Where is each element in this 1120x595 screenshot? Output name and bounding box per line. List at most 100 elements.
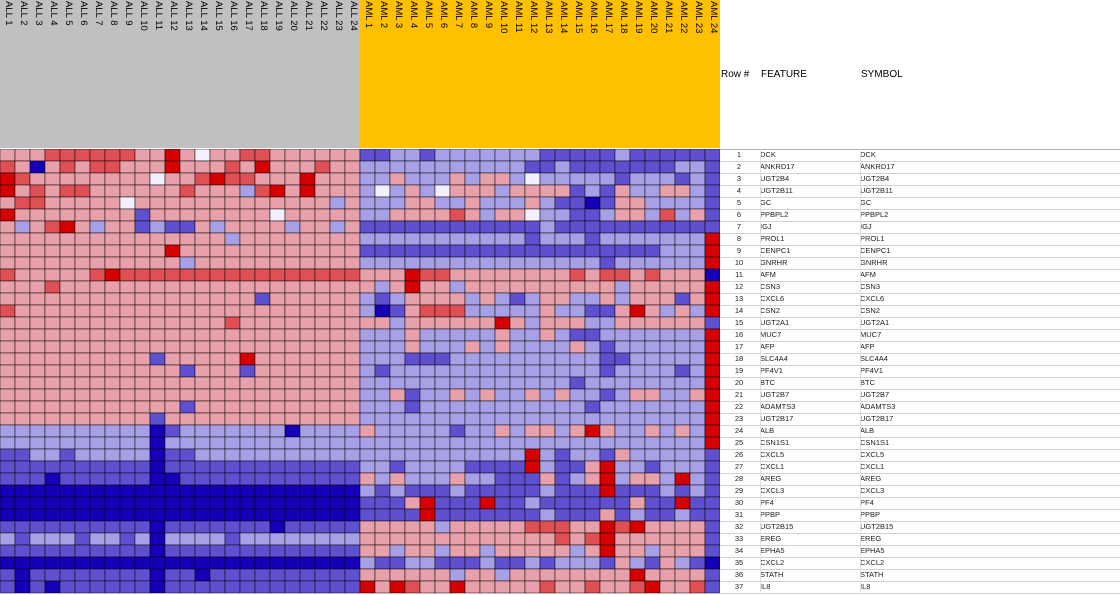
heatmap-cell: [494, 520, 511, 534]
heatmap-cell: [344, 424, 361, 438]
heatmap-cell: [674, 292, 691, 306]
heatmap-cell: [194, 328, 211, 342]
heatmap-cell: [359, 364, 376, 378]
heatmap-cell: [284, 460, 301, 474]
column-label-text: AML 3: [393, 1, 404, 29]
heatmap-cell: [584, 556, 601, 570]
heatmap-cell: [134, 484, 151, 498]
heatmap-cell: [44, 268, 61, 282]
heatmap-cell: [644, 544, 661, 558]
heatmap-cell: [74, 316, 91, 330]
heatmap-cell: [254, 149, 271, 162]
heatmap-cell: [239, 232, 256, 246]
heatmap-cell: [74, 448, 91, 462]
heatmap-cell: [344, 532, 361, 546]
column-label-text: ALL 9: [123, 1, 134, 26]
gene-symbol: ALB: [860, 426, 875, 435]
heatmap-cell: [194, 160, 211, 174]
heatmap-cell: [494, 472, 511, 486]
heatmap-cell: [119, 160, 136, 174]
heatmap-cell: [704, 208, 720, 222]
heatmap-cell: [599, 232, 616, 246]
heatmap: [0, 149, 720, 594]
heatmap-cell: [479, 532, 496, 546]
gene-symbol: AFM: [860, 270, 876, 279]
row-number: 4: [736, 186, 742, 195]
column-label: ALL 19: [270, 1, 285, 61]
heatmap-cell: [704, 568, 720, 582]
heatmap-cell: [74, 412, 91, 426]
heatmap-cell: [344, 364, 361, 378]
heatmap-cell: [419, 460, 436, 474]
heatmap-cell: [704, 400, 720, 414]
heatmap-cell: [14, 508, 31, 522]
heatmap-cell: [599, 328, 616, 342]
heatmap-cell: [59, 472, 76, 486]
column-label-text: ALL 8: [108, 1, 119, 26]
heatmap-cell: [149, 172, 166, 186]
heatmap-cell: [539, 184, 556, 198]
heatmap-cell: [614, 268, 631, 282]
heatmap-cell: [524, 412, 541, 426]
heatmap-cell: [614, 364, 631, 378]
heatmap-cell: [359, 244, 376, 258]
heatmap-cell: [464, 448, 481, 462]
heatmap-cell: [329, 149, 346, 162]
heatmap-cell: [149, 304, 166, 318]
heatmap-cell: [449, 149, 466, 162]
heatmap-cell: [674, 532, 691, 546]
heatmap-cell: [449, 460, 466, 474]
heatmap-cell: [449, 244, 466, 258]
heatmap-cell: [179, 448, 196, 462]
heatmap-cell: [704, 424, 720, 438]
column-label: ALL 7: [90, 1, 105, 61]
heatmap-cell: [479, 160, 496, 174]
heatmap-cell: [149, 364, 166, 378]
feature-name: AREG: [760, 474, 782, 483]
row-number: 3: [736, 174, 742, 183]
heatmap-cell: [524, 292, 541, 306]
heatmap-cell: [269, 184, 286, 198]
heatmap-cell: [89, 400, 106, 414]
heatmap-cell: [674, 304, 691, 318]
heatmap-cell: [164, 472, 181, 486]
heatmap-cell: [509, 508, 526, 522]
heatmap-cell: [449, 352, 466, 366]
gene-symbol: PF4V1: [860, 366, 883, 375]
feature-name: CSN3: [760, 282, 781, 291]
heatmap-cell: [494, 556, 511, 570]
heatmap-cell: [449, 580, 466, 594]
column-label: ALL 15: [210, 1, 225, 61]
heatmap-cell: [0, 184, 16, 198]
heatmap-cell: [299, 376, 316, 390]
heatmap-cell: [524, 484, 541, 498]
heatmap-cell: [194, 256, 211, 270]
heatmap-cell: [539, 376, 556, 390]
heatmap-cell: [629, 172, 646, 186]
heatmap-cell: [524, 544, 541, 558]
row-number-header: Row #: [721, 69, 750, 80]
heatmap-cell: [239, 496, 256, 510]
heatmap-cell: [194, 280, 211, 294]
heatmap-cell: [374, 460, 391, 474]
heatmap-cell: [224, 352, 241, 366]
heatmap-cell: [164, 196, 181, 210]
heatmap-cell: [194, 232, 211, 246]
heatmap-cell: [374, 196, 391, 210]
feature-name: UGT2B4: [760, 174, 790, 183]
heatmap-cell: [479, 244, 496, 258]
heatmap-cell: [179, 436, 196, 450]
heatmap-cell: [509, 268, 526, 282]
heatmap-cell: [404, 280, 421, 294]
heatmap-cell: [179, 508, 196, 522]
heatmap-cell: [44, 448, 61, 462]
heatmap-cell: [209, 484, 226, 498]
heatmap-cell: [644, 220, 661, 234]
heatmap-cell: [179, 196, 196, 210]
heatmap-cell: [314, 424, 331, 438]
heatmap-cell: [374, 424, 391, 438]
heatmap-cell: [164, 256, 181, 270]
heatmap-cell: [74, 544, 91, 558]
heatmap-cell: [539, 388, 556, 402]
heatmap-cell: [14, 268, 31, 282]
